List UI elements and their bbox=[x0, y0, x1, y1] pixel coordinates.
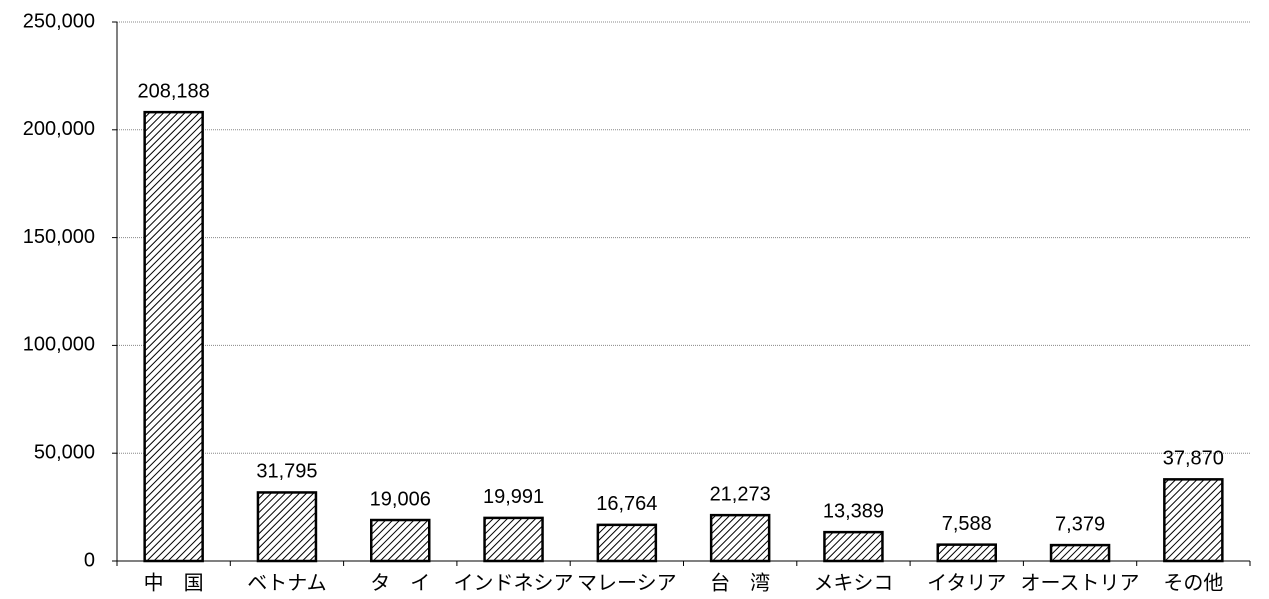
value-label: 37,870 bbox=[1163, 448, 1224, 470]
bar bbox=[596, 523, 658, 563]
bar bbox=[1163, 478, 1224, 563]
x-tick-label: オーストリア bbox=[1021, 572, 1140, 594]
bar bbox=[143, 110, 204, 563]
bar bbox=[370, 518, 431, 563]
x-tick-label: 台 湾 bbox=[710, 571, 770, 594]
value-label: 208,188 bbox=[138, 80, 210, 102]
value-label: 31,795 bbox=[256, 461, 317, 483]
bar bbox=[709, 513, 771, 563]
value-label: 13,389 bbox=[823, 500, 884, 522]
value-label: 16,764 bbox=[596, 493, 657, 515]
value-label: 19,006 bbox=[370, 488, 431, 510]
x-tick-label: マレーシア bbox=[577, 572, 677, 594]
y-tick-label: 100,000 bbox=[23, 334, 95, 356]
value-label: 21,273 bbox=[710, 483, 771, 505]
x-tick-label: タ イ bbox=[370, 571, 430, 594]
bar bbox=[823, 530, 884, 563]
bar bbox=[936, 543, 997, 563]
y-tick-label: 250,000 bbox=[23, 10, 95, 32]
x-tick-label: 中 国 bbox=[144, 571, 204, 594]
bar bbox=[483, 516, 544, 563]
y-tick-label: 200,000 bbox=[23, 118, 95, 140]
value-label: 19,991 bbox=[483, 486, 544, 508]
value-label: 7,588 bbox=[942, 513, 992, 535]
value-label: 7,379 bbox=[1055, 513, 1105, 535]
x-tick-label: イタリア bbox=[927, 571, 1006, 594]
bar bbox=[256, 491, 318, 563]
y-tick-label: 0 bbox=[84, 549, 95, 571]
bar bbox=[1049, 543, 1111, 563]
x-tick-label: その他 bbox=[1163, 571, 1223, 594]
x-tick-label: インドネシア bbox=[454, 572, 574, 594]
y-tick-label: 50,000 bbox=[34, 441, 95, 463]
x-tick-label: メキシコ bbox=[813, 572, 893, 594]
x-tick-label: ベトナム bbox=[247, 572, 326, 594]
y-tick-label: 150,000 bbox=[23, 226, 95, 248]
